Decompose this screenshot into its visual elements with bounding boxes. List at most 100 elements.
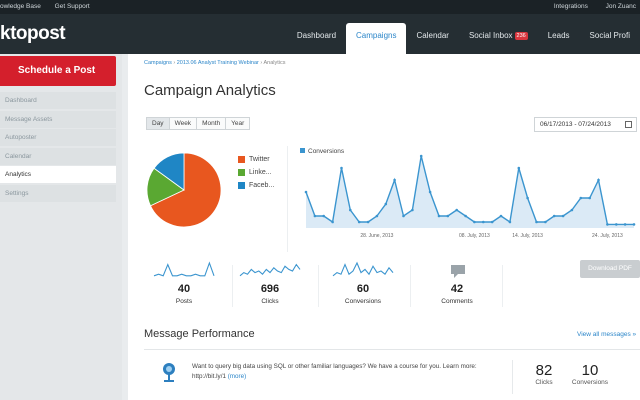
nav-tab-label: Dashboard	[296, 31, 337, 40]
stat-clicks: 696 Clicks	[230, 259, 310, 309]
conversions-point	[437, 214, 441, 218]
page-title: Campaign Analytics	[144, 82, 276, 99]
range-day-button[interactable]: Day	[146, 117, 170, 130]
message-clicks-value: 82	[535, 362, 553, 379]
sparkline-path	[153, 261, 215, 277]
range-month-button[interactable]: Month	[196, 117, 227, 130]
date-range-picker[interactable]: 06/17/2013 - 07/24/2013	[534, 117, 637, 132]
main-content: Campaigns › 2013.06 Analyst Training Web…	[128, 54, 640, 400]
range-week-button[interactable]: Week	[168, 117, 198, 130]
legend-item-linkedin: Linke...	[238, 166, 274, 179]
x-tick-label: 28. June, 2013	[360, 233, 393, 239]
user-menu[interactable]: Jon Zuanc	[605, 3, 636, 10]
conversions-point	[393, 178, 396, 182]
nav-tab-social-profiles[interactable]: Social Profi	[580, 23, 640, 54]
sidebar-item-analytics[interactable]: Analytics	[0, 166, 116, 183]
chart-divider	[287, 146, 288, 252]
sidebar-item-calendar[interactable]: Calendar	[0, 147, 116, 165]
get-support-link[interactable]: Get Support	[54, 3, 90, 10]
breadcrumb-campaign[interactable]: 2013.06 Analyst Training Webinar	[176, 60, 259, 66]
conversions-point	[473, 220, 476, 224]
stat-divider	[318, 265, 319, 307]
stat-value: 696	[260, 283, 280, 295]
conversions-point	[464, 214, 467, 218]
x-tick-label: 24. July, 2013	[592, 233, 623, 239]
posts-sparkline	[153, 261, 215, 277]
conversions-point	[623, 223, 627, 226]
view-all-messages-link[interactable]: View all messages »	[577, 331, 637, 338]
message-row[interactable]: Want to query big data using SQL or othe…	[144, 349, 640, 400]
conversions-point	[446, 214, 450, 218]
conversions-point	[402, 214, 405, 218]
pie-slice-faceb	[153, 152, 185, 191]
nav-tab-campaigns[interactable]: Campaigns	[346, 23, 407, 54]
range-year-button[interactable]: Year	[225, 117, 251, 130]
legend-swatch	[238, 182, 245, 189]
stat-label: Conversions	[344, 298, 382, 305]
conversions-point	[304, 190, 308, 194]
stat-value: 42	[450, 283, 464, 295]
oktopost-logo[interactable]: ktopost	[0, 23, 66, 44]
conversions-point	[384, 202, 388, 206]
conversions-point	[570, 208, 574, 212]
conversions-point	[349, 208, 352, 212]
legend-item-facebook: Faceb...	[238, 179, 274, 192]
message-clicks-label: Clicks	[535, 379, 553, 386]
message-link[interactable]: http://bit.ly/1	[192, 373, 226, 380]
nav-tab-dashboard[interactable]: Dashboard	[287, 23, 346, 54]
conversions-point	[428, 190, 432, 194]
pie-slice-twitter	[149, 152, 222, 228]
comment-icon	[451, 265, 465, 278]
legend-swatch	[238, 169, 245, 176]
conversions-point	[508, 220, 512, 224]
sparkline-path	[239, 263, 301, 277]
message-conversions-label: Conversions	[571, 379, 609, 386]
stat-comments: 42 Comments	[417, 259, 497, 309]
conversions-point	[482, 220, 485, 224]
sidebar-item-dashboard[interactable]: Dashboard	[0, 92, 116, 109]
stat-value: 60	[356, 283, 370, 295]
conversions-area	[306, 156, 634, 228]
conversions-point	[331, 220, 334, 224]
legend-item-twitter: Twitter	[238, 153, 274, 166]
conversions-point	[375, 214, 379, 218]
conversions-point	[419, 154, 423, 158]
conversions-point	[552, 214, 556, 218]
sidebar-item-message-assets[interactable]: Message Assets	[0, 110, 116, 128]
sidebar-item-settings[interactable]: Settings	[0, 184, 116, 202]
nav-tab-calendar[interactable]: Calendar	[406, 23, 458, 54]
stat-label: Clicks	[261, 298, 279, 305]
legend-label: Linke...	[249, 169, 272, 176]
legend-label: Faceb...	[249, 182, 275, 189]
nav-tab-label: Leads	[547, 31, 570, 40]
pie-chart-svg	[146, 152, 222, 228]
network-pie-chart	[146, 152, 226, 237]
message-more-link[interactable]: (more)	[227, 373, 247, 380]
pie-legend: Twitter Linke... Faceb...	[238, 153, 274, 192]
integrations-link[interactable]: Integrations	[553, 3, 588, 10]
nav-tab-label: Social Inbox	[468, 31, 513, 40]
inbox-count-badge: 236	[514, 32, 528, 40]
clicks-sparkline	[239, 263, 301, 277]
schedule-post-button[interactable]: Schedule a Post	[0, 56, 116, 86]
conversions-point	[411, 208, 414, 212]
sidebar-item-autoposter[interactable]: Autoposter	[0, 129, 116, 146]
conversions-point	[561, 214, 565, 218]
legend-label: Twitter	[249, 156, 270, 163]
legend-swatch	[300, 148, 305, 153]
sidebar: Schedule a Post Dashboard Message Assets…	[0, 54, 122, 400]
download-pdf-button[interactable]: Download PDF	[580, 260, 640, 278]
conversions-point	[579, 196, 583, 200]
conversions-point	[357, 220, 361, 224]
conversions-point	[526, 196, 529, 200]
knowledge-base-link[interactable]: owledge Base	[0, 3, 41, 10]
main-nav: Dashboard Campaigns Calendar Social Inbo…	[287, 23, 640, 54]
nav-tab-leads[interactable]: Leads	[538, 23, 580, 54]
conversions-point	[322, 214, 325, 218]
x-tick-label: 14. July, 2013	[512, 233, 543, 239]
breadcrumb: Campaigns › 2013.06 Analyst Training Web…	[144, 60, 286, 66]
conversions-sparkline	[332, 261, 394, 277]
breadcrumb-campaigns[interactable]: Campaigns	[144, 60, 172, 66]
nav-tab-social-inbox[interactable]: Social Inbox 236	[459, 23, 538, 54]
conversions-point	[340, 166, 343, 170]
